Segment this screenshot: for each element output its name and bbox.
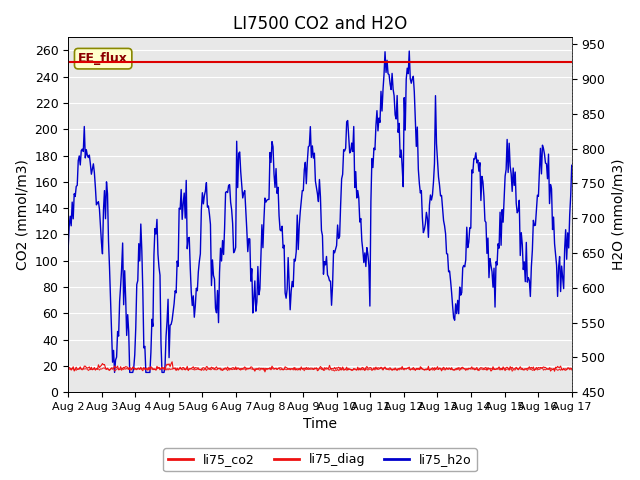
- Legend: li75_co2, li75_diag, li75_h2o: li75_co2, li75_diag, li75_h2o: [163, 448, 477, 471]
- Y-axis label: H2O (mmol/m3): H2O (mmol/m3): [611, 159, 625, 270]
- Text: EE_flux: EE_flux: [78, 52, 128, 65]
- Y-axis label: CO2 (mmol/m3): CO2 (mmol/m3): [15, 159, 29, 270]
- X-axis label: Time: Time: [303, 418, 337, 432]
- Title: LI7500 CO2 and H2O: LI7500 CO2 and H2O: [233, 15, 407, 33]
